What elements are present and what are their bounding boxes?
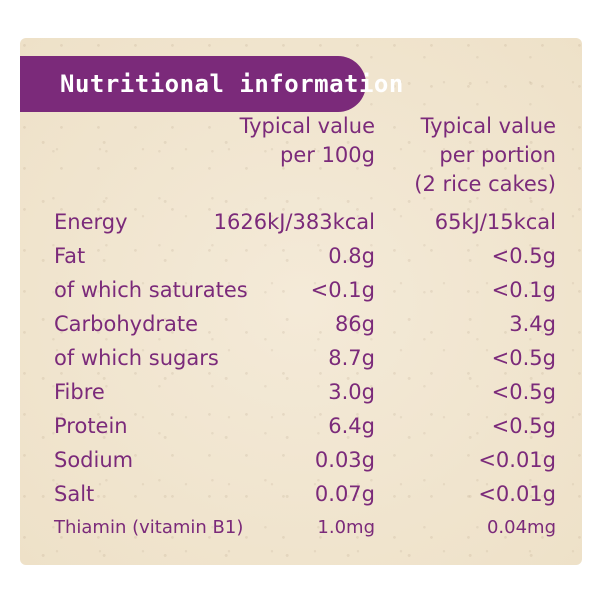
column-header-line: per 100g bbox=[280, 143, 375, 167]
table-row-energy: Energy 1626kJ/383kcal 65kJ/15kcal bbox=[20, 205, 582, 239]
table-row-fat: Fat 0.8g <0.5g bbox=[20, 239, 582, 273]
row-label: Thiamin (vitamin B1) bbox=[54, 517, 244, 538]
value-per-portion: 65kJ/15kcal bbox=[434, 210, 556, 234]
table-row-carbohydrate: Carbohydrate 86g 3.4g bbox=[20, 307, 582, 341]
row-label: Fibre bbox=[54, 380, 105, 404]
value-per-100g: 0.8g bbox=[328, 244, 375, 268]
value-per-portion: <0.5g bbox=[491, 380, 556, 404]
row-label: of which sugars bbox=[54, 346, 219, 370]
panel-title: Nutritional information bbox=[60, 70, 404, 98]
column-header-line: (2 rice cakes) bbox=[414, 172, 556, 196]
row-label: Fat bbox=[54, 244, 86, 268]
row-label: Protein bbox=[54, 414, 128, 438]
row-label: Sodium bbox=[54, 448, 134, 472]
row-label: Energy bbox=[54, 210, 128, 234]
value-per-portion: <0.5g bbox=[491, 414, 556, 438]
table-row-sugars: of which sugars 8.7g <0.5g bbox=[20, 341, 582, 375]
value-per-100g: 3.0g bbox=[328, 380, 375, 404]
value-per-portion: 0.04mg bbox=[486, 517, 556, 538]
value-per-portion: <0.01g bbox=[478, 448, 556, 472]
value-per-100g: 86g bbox=[334, 312, 375, 336]
column-header-line: Typical value bbox=[420, 114, 556, 138]
value-per-portion: 3.4g bbox=[509, 312, 556, 336]
table-row-salt: Salt 0.07g <0.01g bbox=[20, 477, 582, 511]
value-per-100g: 1626kJ/383kcal bbox=[213, 210, 375, 234]
column-header-per-portion: Typical value per portion (2 rice cakes) bbox=[414, 112, 556, 199]
table-row-protein: Protein 6.4g <0.5g bbox=[20, 409, 582, 443]
column-header-line: Typical value bbox=[239, 114, 375, 138]
row-label: of which saturates bbox=[54, 278, 248, 302]
value-per-100g: <0.1g bbox=[310, 278, 375, 302]
table-row-fibre: Fibre 3.0g <0.5g bbox=[20, 375, 582, 409]
value-per-portion: <0.5g bbox=[491, 244, 556, 268]
row-label: Salt bbox=[54, 482, 95, 506]
value-per-100g: 1.0mg bbox=[317, 517, 375, 538]
value-per-100g: 0.07g bbox=[314, 482, 375, 506]
nutrition-panel: Nutritional information Typical value pe… bbox=[20, 38, 582, 565]
column-header-line: per portion bbox=[439, 143, 556, 167]
table-row-sodium: Sodium 0.03g <0.01g bbox=[20, 443, 582, 477]
value-per-100g: 6.4g bbox=[328, 414, 375, 438]
row-label: Carbohydrate bbox=[54, 312, 199, 336]
value-per-100g: 8.7g bbox=[328, 346, 375, 370]
header-banner: Nutritional information bbox=[20, 56, 403, 112]
table-row-thiamin: Thiamin (vitamin B1) 1.0mg 0.04mg bbox=[20, 511, 582, 545]
value-per-portion: <0.5g bbox=[491, 346, 556, 370]
table-row-saturates: of which saturates <0.1g <0.1g bbox=[20, 273, 582, 307]
value-per-portion: <0.1g bbox=[491, 278, 556, 302]
value-per-portion: <0.01g bbox=[478, 482, 556, 506]
column-header-per-100g: Typical value per 100g bbox=[240, 112, 375, 170]
value-per-100g: 0.03g bbox=[314, 448, 375, 472]
